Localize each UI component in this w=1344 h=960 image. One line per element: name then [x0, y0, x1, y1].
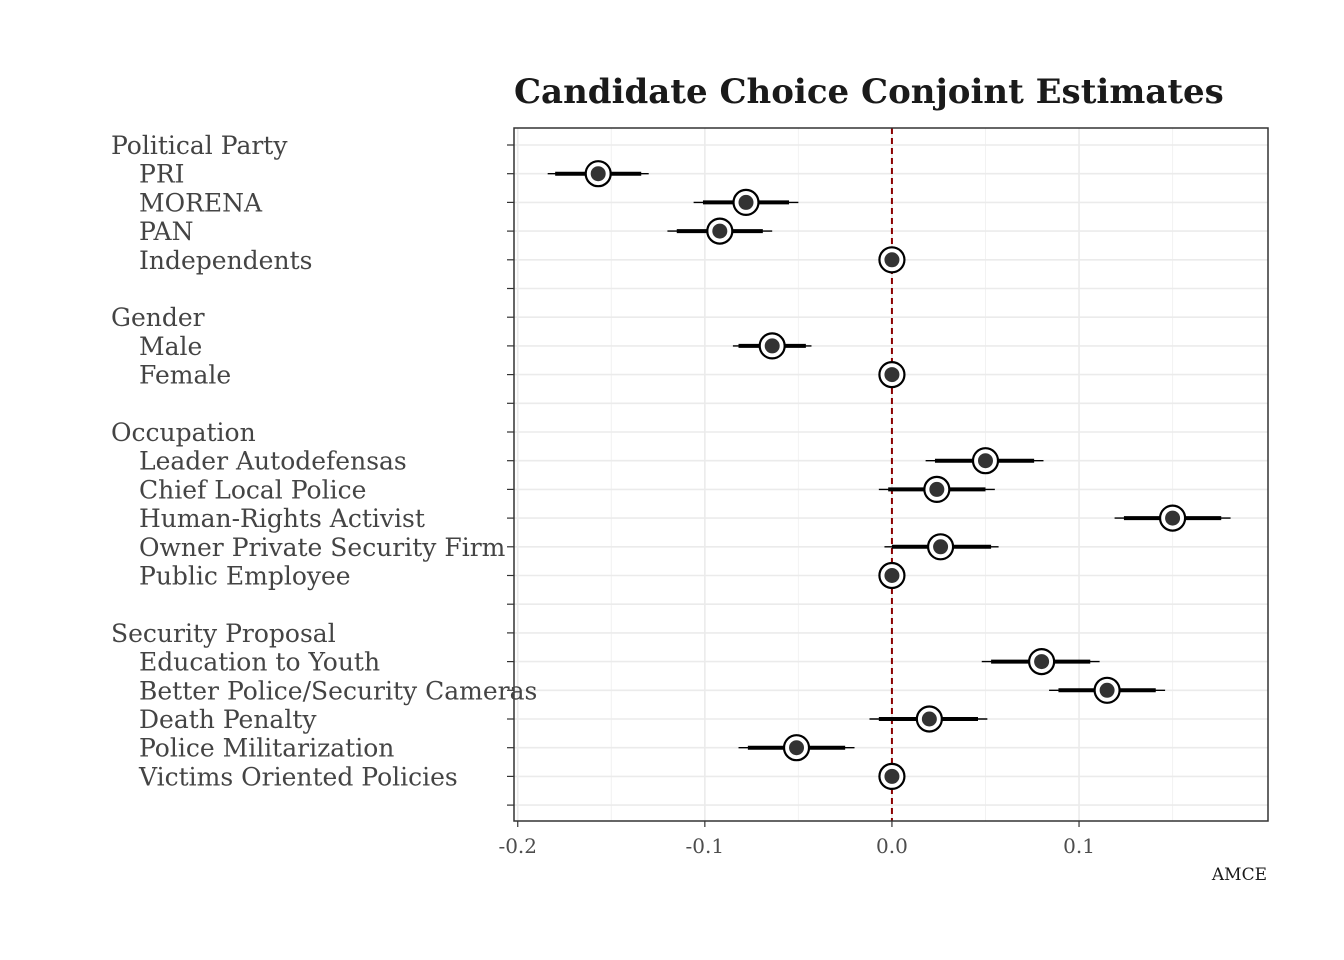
x-tick-label: 0.0: [876, 834, 908, 858]
x-axis-title: AMCE: [1211, 865, 1267, 885]
x-tick-label: -0.2: [498, 834, 537, 858]
estimate-point: [1099, 682, 1115, 698]
estimate-point: [929, 481, 945, 497]
estimate-point: [933, 539, 949, 555]
level-label: Victims Oriented Policies: [138, 762, 458, 791]
level-label: Chief Local Police: [139, 475, 366, 504]
estimate-point: [921, 711, 937, 727]
estimate-point: [1034, 654, 1050, 670]
chart-title: Candidate Choice Conjoint Estimates: [514, 72, 1224, 112]
level-label: Independents: [139, 246, 312, 275]
estimate-point: [884, 768, 900, 784]
level-label: Public Employee: [139, 562, 351, 591]
estimate-point: [884, 252, 900, 268]
level-label: PAN: [139, 217, 193, 246]
estimate-point: [1165, 510, 1181, 526]
plot-panel-border: [513, 127, 1269, 822]
level-label: Education to Youth: [139, 648, 380, 677]
level-label: Female: [139, 361, 231, 390]
attribute-header-label: Gender: [111, 303, 205, 332]
estimate-point: [789, 740, 805, 756]
estimate-point: [977, 453, 993, 469]
estimate-point: [764, 338, 780, 354]
x-tick-label: 0.1: [1063, 834, 1095, 858]
attribute-header-label: Security Proposal: [111, 619, 336, 648]
estimate-point: [884, 367, 900, 383]
x-axis: -0.2 -0.1 0.0 0.1: [498, 821, 1095, 858]
x-tick-label: -0.1: [686, 834, 725, 858]
attribute-header-label: Political Party: [111, 131, 288, 160]
level-label: Better Police/Security Cameras: [139, 676, 537, 705]
estimate-points: [584, 160, 1187, 791]
level-label: PRI: [139, 160, 185, 189]
attribute-header-label: Occupation: [111, 418, 256, 447]
estimate-point: [884, 568, 900, 583]
level-label: Male: [139, 332, 202, 361]
level-label: Death Penalty: [139, 705, 317, 734]
level-label: Leader Autodefensas: [139, 447, 407, 476]
estimate-point: [712, 223, 728, 239]
level-label: MORENA: [139, 188, 263, 217]
estimate-point: [590, 166, 606, 182]
level-label: Owner Private Security Firm: [139, 533, 506, 562]
level-label: Police Militarization: [139, 734, 394, 763]
level-label: Human-Rights Activist: [139, 504, 425, 533]
estimate-point: [738, 194, 754, 210]
